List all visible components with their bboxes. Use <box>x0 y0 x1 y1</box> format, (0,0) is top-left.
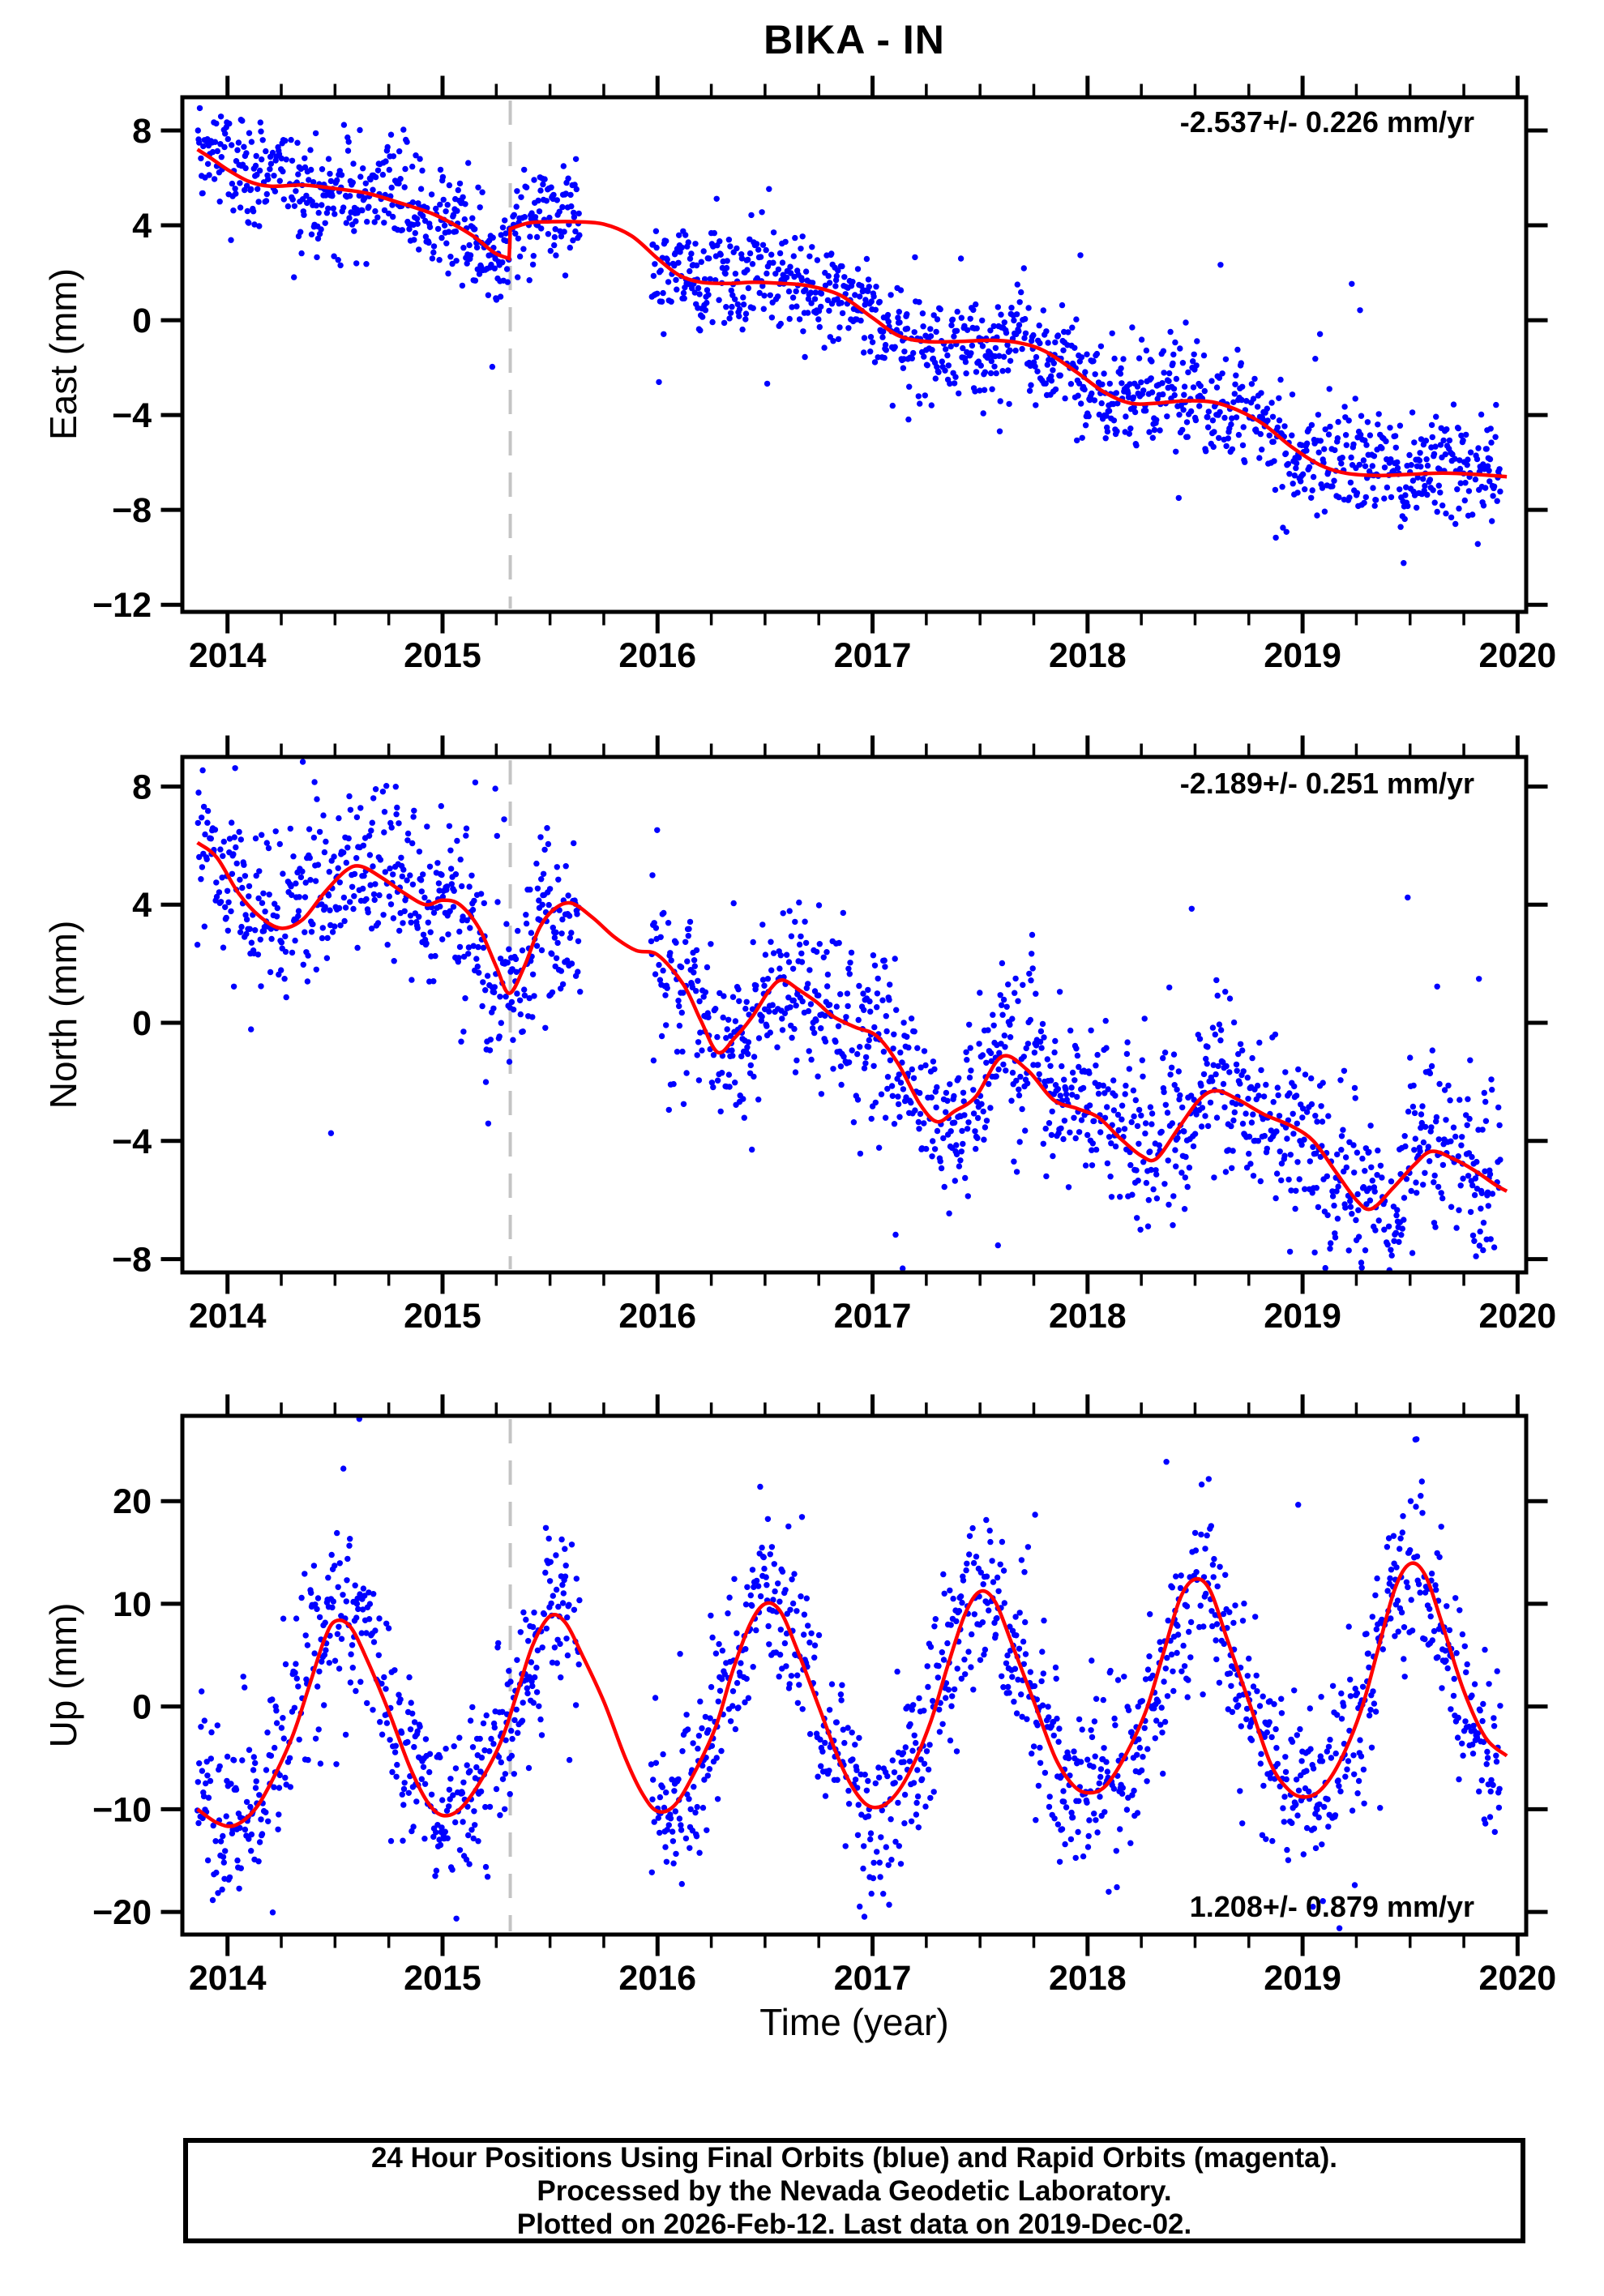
svg-text:−12: −12 <box>92 586 152 625</box>
panel-frame-up <box>180 1413 1529 1937</box>
svg-text:2016: 2016 <box>618 1297 696 1336</box>
panel-east: 2014 2015 2016 2017 2018 2019 2020 −12 −8 −4 0 4 8 <box>92 75 1556 675</box>
svg-text:2018: 2018 <box>1049 1297 1127 1336</box>
axis-ticks-north <box>160 735 1548 1294</box>
svg-text:4: 4 <box>132 207 152 246</box>
velocity-annotation-north: -2.189+/- 0.251 mm/yr <box>1179 767 1474 800</box>
velocity-annotation-east: -2.537+/- 0.226 mm/yr <box>1179 105 1474 139</box>
y-axis-label-up: Up (mm) <box>42 1602 84 1748</box>
model-curve-north <box>196 840 1508 1212</box>
panel-frame-east <box>180 95 1529 614</box>
svg-text:4: 4 <box>132 886 152 925</box>
svg-text:0: 0 <box>132 301 152 340</box>
footer-line-processed: Processed by the Nevada Geodetic Laborat… <box>537 2174 1172 2207</box>
x-tick-labels-north: 2014 2015 2016 2017 2018 2019 2020 <box>189 1297 1556 1336</box>
svg-text:2019: 2019 <box>1264 1297 1341 1336</box>
svg-text:2020: 2020 <box>1479 1297 1557 1336</box>
page-title: BIKA - IN <box>764 17 945 62</box>
svg-text:−8: −8 <box>112 1241 152 1280</box>
svg-text:2014: 2014 <box>189 1297 267 1336</box>
svg-text:2019: 2019 <box>1264 636 1341 675</box>
svg-text:2015: 2015 <box>404 1297 481 1336</box>
y-tick-labels-east: −12 −8 −4 0 4 8 <box>92 112 152 625</box>
svg-text:2015: 2015 <box>404 636 481 675</box>
model-curve-east <box>196 148 1508 479</box>
footer-line-plotted: Plotted on 2026-Feb-12. Last data on 201… <box>516 2208 1192 2240</box>
svg-text:−8: −8 <box>112 491 152 530</box>
x-axis-title: Time (year) <box>759 2001 949 2043</box>
y-axis-label-north: North (mm) <box>42 920 84 1110</box>
model-curve-up <box>196 1561 1508 1828</box>
velocity-annotation-up: 1.208+/- 0.879 mm/yr <box>1189 1890 1474 1923</box>
footer-line-orbits: 24 Hour Positions Using Final Orbits (bl… <box>370 2141 1338 2174</box>
panel-frame-north <box>180 755 1529 1275</box>
svg-text:8: 8 <box>132 767 152 806</box>
footer-caption-box: 24 Hour Positions Using Final Orbits (bl… <box>183 2138 1525 2243</box>
svg-text:−4: −4 <box>112 396 152 435</box>
svg-text:2014: 2014 <box>189 636 267 675</box>
y-axis-label-east: East (mm) <box>42 267 84 441</box>
svg-text:2018: 2018 <box>1049 636 1127 675</box>
svg-text:2020: 2020 <box>1479 636 1557 675</box>
svg-text:8: 8 <box>132 112 152 151</box>
svg-text:2016: 2016 <box>618 636 696 675</box>
scatter-points-north <box>194 759 1503 1272</box>
svg-text:2017: 2017 <box>834 636 912 675</box>
panel-north: 2014 2015 2016 2017 2018 2019 2020 −8 −4 0 4 8 <box>112 735 1556 1336</box>
scatter-points-east <box>195 105 1503 567</box>
scatter-points-up <box>194 1416 1503 1931</box>
svg-text:2017: 2017 <box>834 1297 912 1336</box>
svg-text:0: 0 <box>132 1004 152 1043</box>
axis-ticks-up <box>160 1394 1548 1956</box>
axis-ticks-east <box>160 75 1548 634</box>
svg-text:−4: −4 <box>112 1122 152 1161</box>
x-tick-labels-east: 2014 2015 2016 2017 2018 2019 2020 <box>189 636 1556 675</box>
x-tick-labels-up: 2014 2015 2016 2017 2018 2019 2020 <box>189 1959 1556 1998</box>
y-tick-labels-north: −8 −4 0 4 8 <box>112 767 152 1279</box>
